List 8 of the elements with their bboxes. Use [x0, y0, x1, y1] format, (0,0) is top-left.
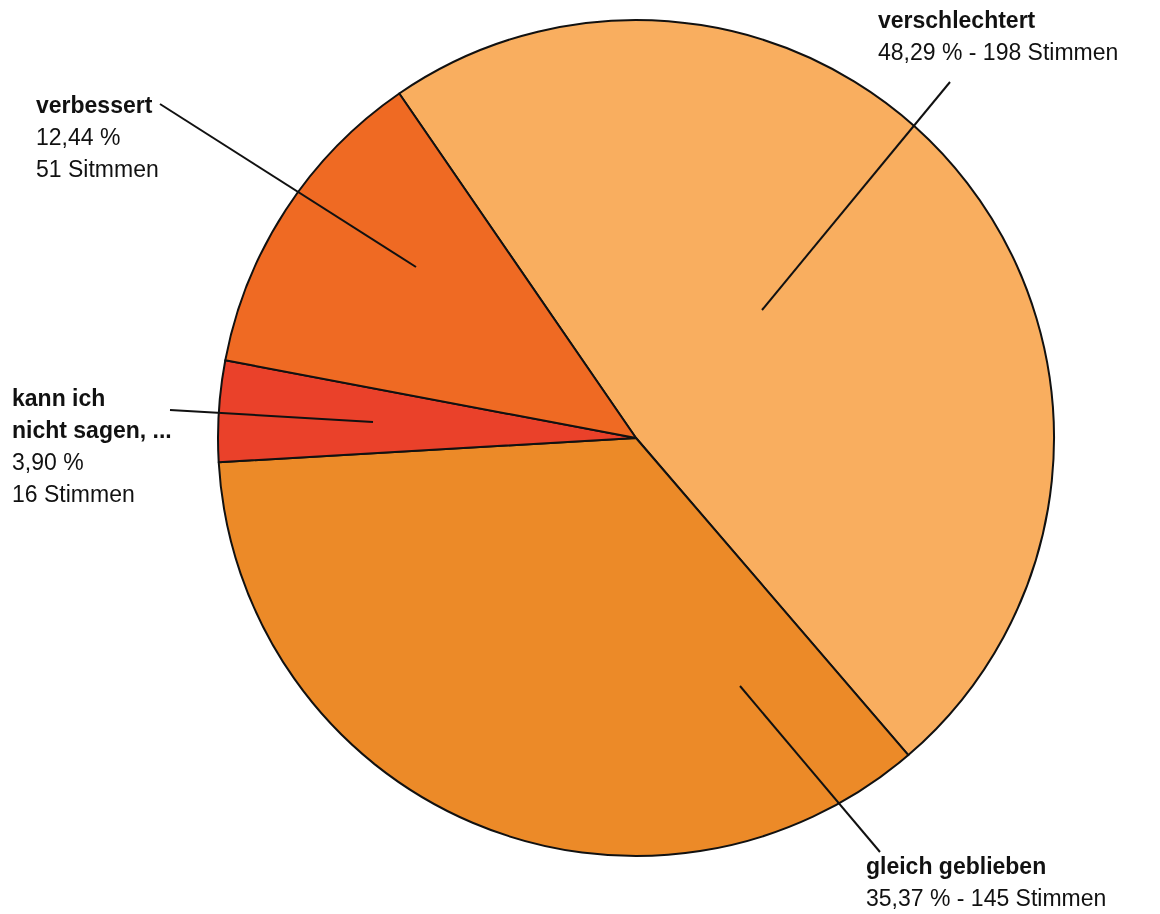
data-label: 3,90 % 16 Stimmen: [12, 449, 135, 507]
slice-label: verbessert: [36, 92, 153, 118]
slice-label: verschlechtert: [878, 7, 1036, 33]
data-label: 48,29 % - 198 Stimmen: [878, 39, 1119, 65]
slice-label: gleich geblieben: [866, 853, 1047, 879]
data-label: 12,44 % 51 Sitmmen: [36, 124, 159, 182]
data-label: 35,37 % - 145 Stimmen: [866, 885, 1107, 911]
slice-label: kann ich nicht sagen, ...: [12, 385, 172, 443]
